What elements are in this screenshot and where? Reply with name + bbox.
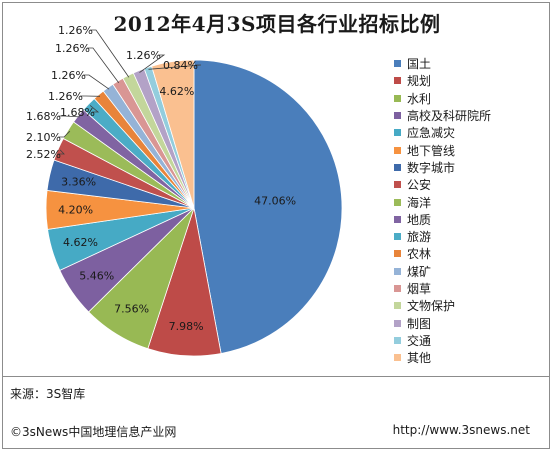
data-label: 1.26% <box>58 24 93 37</box>
data-label: 4.62% <box>63 236 98 249</box>
legend-label: 制图 <box>407 316 432 331</box>
legend-swatch <box>394 198 401 206</box>
source-note: 来源：3S智库 <box>10 387 86 401</box>
legend-item: 制图 <box>394 314 544 331</box>
legend-item: 数字城市 <box>394 159 544 176</box>
data-label: 5.46% <box>79 270 114 283</box>
legend-item: 水利 <box>394 90 544 107</box>
legend-item: 其他 <box>394 349 544 366</box>
legend-item: 烟草 <box>394 280 544 297</box>
footer-divider <box>3 376 549 377</box>
data-label: 1.26% <box>48 90 83 103</box>
legend-swatch <box>394 181 401 189</box>
leader-line <box>58 115 80 118</box>
data-label: 1.26% <box>126 49 161 62</box>
chart-title: 2012年4月3S项目各行业招标比例 <box>113 12 441 36</box>
legend-label: 海洋 <box>407 195 432 210</box>
copyright-text: ©3sNews中国地理信息产业网 <box>10 425 177 439</box>
legend: 国土规划水利高校及科研院所 应急减灾地下管线数字城市公安海洋地质旅游农林煤矿烟草文… <box>394 55 544 366</box>
legend-swatch <box>394 146 401 154</box>
legend-item: 地下管线 <box>394 141 544 158</box>
leader-line <box>87 47 120 84</box>
legend-swatch <box>394 285 401 292</box>
legend-swatch <box>394 336 401 344</box>
data-label: 4.20% <box>58 204 93 217</box>
legend-item: 高校及科研院所 <box>394 107 544 124</box>
leader-lines <box>58 29 202 155</box>
legend-swatch <box>394 250 401 258</box>
data-label: 2.10% <box>26 131 61 144</box>
pie-slices <box>45 59 343 357</box>
legend-label: 农林 <box>407 247 432 262</box>
legend-label: 烟草 <box>407 282 432 296</box>
legend-label: 煤矿 <box>407 264 432 279</box>
website-url: http://www.3snews.net <box>392 423 530 437</box>
legend-item: 国土 <box>394 55 544 72</box>
data-label: 3.36% <box>61 176 96 189</box>
legend-item: 煤矿 <box>394 263 544 280</box>
legend-label: 水利 <box>407 91 432 106</box>
legend-swatch <box>394 129 401 137</box>
legend-swatch <box>394 163 401 171</box>
pie-slice <box>151 59 195 209</box>
data-label: 47.06% <box>254 195 296 208</box>
legend-swatch <box>394 94 401 102</box>
legend-label: 国土 <box>407 57 432 72</box>
legend-label: 交通 <box>407 333 432 348</box>
legend-item: 文物保护 <box>394 297 544 314</box>
legend-item: 农林 <box>394 245 544 262</box>
legend-label: 规划 <box>407 74 432 89</box>
leader-line <box>89 105 100 113</box>
data-label: 2.52% <box>26 148 61 161</box>
legend-swatch <box>394 77 401 85</box>
legend-label: 其他 <box>407 351 432 366</box>
legend-label: 应急减灾 <box>407 126 456 141</box>
leader-line <box>58 130 71 138</box>
legend-item: 公安 <box>394 176 544 193</box>
legend-swatch <box>394 112 401 120</box>
data-label: 1.26% <box>55 42 90 55</box>
legend-swatch <box>394 60 401 68</box>
legend-swatch <box>394 319 401 327</box>
leader-line <box>148 64 202 70</box>
legend-item: 旅游 <box>394 228 544 245</box>
legend-swatch <box>394 215 401 223</box>
legend-label: 公安 <box>407 178 432 193</box>
legend-item: 海洋 <box>394 193 544 210</box>
legend-item: 交通 <box>394 332 544 349</box>
data-label: 4.62% <box>159 85 194 98</box>
data-label: 7.98% <box>169 320 204 333</box>
legend-label: 高校及科研院所 <box>407 109 492 124</box>
legend-label: 文物保护 <box>407 299 456 314</box>
data-labels: 47.06% 7.98% 7.56% 5.46% 4.62% 4.20% 3.36% 2.52… <box>26 24 296 333</box>
data-label: 0.84% <box>163 59 198 72</box>
legend-swatch <box>394 267 401 275</box>
legend-item: 地质 <box>394 211 544 228</box>
leader-line <box>58 149 65 155</box>
data-label: 1.26% <box>51 69 86 82</box>
leader-line <box>139 54 166 73</box>
data-label: 1.68% <box>26 110 61 123</box>
legend-item: 规划 <box>394 72 544 89</box>
legend-swatch <box>394 233 401 241</box>
legend-swatch <box>394 354 401 362</box>
legend-label: 数字城市 <box>407 160 456 175</box>
legend-item: 应急减灾 <box>394 124 544 141</box>
legend-swatch <box>394 302 401 310</box>
leader-line <box>90 29 130 78</box>
legend-label: 旅游 <box>407 230 432 245</box>
leader-line <box>83 74 110 90</box>
data-label: 7.56% <box>114 303 149 316</box>
legend-label: 地下管线 <box>407 143 456 158</box>
data-label: 1.68% <box>60 106 95 119</box>
pie-slice <box>193 59 343 354</box>
legend-label: 地质 <box>407 212 432 227</box>
